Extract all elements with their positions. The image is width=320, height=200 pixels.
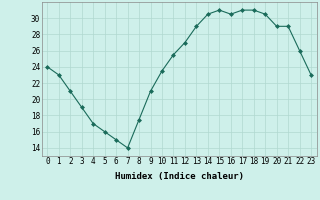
- X-axis label: Humidex (Indice chaleur): Humidex (Indice chaleur): [115, 172, 244, 181]
